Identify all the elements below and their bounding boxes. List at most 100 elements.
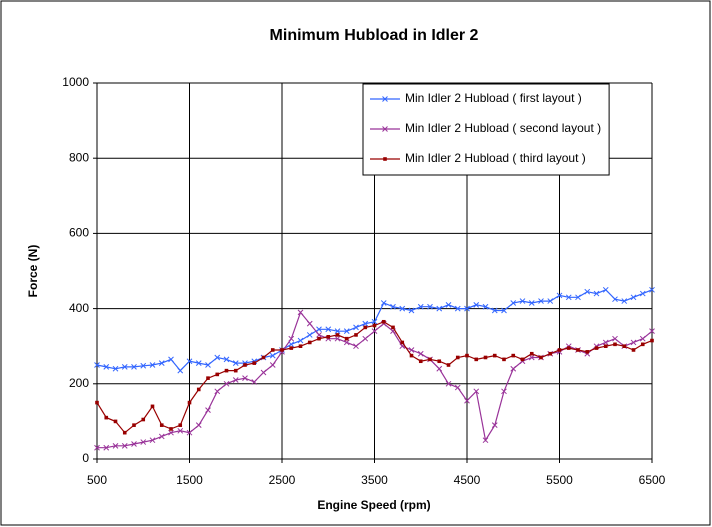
marker [223,356,230,363]
chart-title: Minimum Hubload in Idler 2 [270,27,479,44]
marker [178,423,183,427]
marker [502,357,506,362]
marker [214,354,221,361]
marker [445,380,452,387]
marker [288,335,295,342]
marker [649,286,655,293]
marker [380,300,387,306]
marker [269,352,276,359]
marker [383,157,387,161]
marker [639,290,646,297]
marker [436,365,443,372]
marker [195,360,202,366]
marker [613,342,617,347]
marker [112,365,119,372]
marker [622,344,627,348]
legend-box [362,83,610,176]
marker [575,294,581,301]
x-tick-label: 6500 [639,473,666,487]
marker [177,427,184,434]
marker [417,303,424,310]
marker [223,380,230,387]
marker [650,338,654,343]
marker [343,328,350,335]
marker [113,419,118,424]
marker [391,325,395,330]
marker [131,441,137,447]
marker [159,423,164,427]
legend-label: Min Idler 2 Hubload ( second layout ) [405,121,601,135]
marker [585,350,590,354]
marker [418,359,423,364]
marker [501,388,507,395]
marker [141,417,146,422]
y-tick-label: 200 [69,376,89,390]
marker [602,286,609,293]
marker [325,326,332,333]
marker [232,377,239,383]
marker [140,439,147,445]
marker [158,433,165,440]
marker [538,298,544,304]
marker [168,356,174,363]
marker [297,337,304,344]
marker [482,437,489,444]
marker [243,363,247,367]
marker [334,335,341,342]
marker [280,348,284,352]
marker [473,388,480,395]
marker [547,298,554,304]
marker [483,355,488,360]
marker [169,427,173,431]
marker [131,364,137,370]
legend-label: Min Idler 2 Hubload ( third layout ) [405,151,586,165]
marker [344,336,349,341]
marker [593,290,600,297]
marker [242,375,248,382]
marker [409,353,414,358]
marker [511,353,516,358]
legend-label: Min Idler 2 Hubload ( first layout ) [405,91,582,105]
marker [261,355,266,360]
marker [353,343,359,350]
marker [556,292,563,299]
marker [454,305,461,312]
marker [214,388,221,395]
y-tick-label: 1000 [62,75,89,89]
marker [306,320,313,327]
marker [122,430,127,435]
y-tick-label: 600 [69,226,89,240]
marker [251,379,258,385]
marker [362,335,369,342]
marker [612,335,618,342]
marker [196,387,201,392]
marker [437,359,442,364]
marker [104,415,109,420]
marker [501,307,507,314]
marker [639,335,646,342]
marker [474,357,479,362]
marker [150,404,155,409]
marker [206,376,210,380]
marker [334,328,341,335]
marker [121,364,128,370]
marker [316,332,322,338]
marker [289,346,294,350]
marker [298,344,303,348]
marker [464,305,470,312]
marker [539,355,543,360]
marker [224,368,229,373]
marker [491,307,498,314]
marker [140,362,147,369]
x-axis-title: Engine Speed (rpm) [317,498,430,512]
marker [168,429,174,436]
y-tick-label: 0 [82,451,89,465]
marker [630,294,637,301]
marker [335,333,340,337]
marker [436,305,443,312]
marker [566,346,571,350]
marker [372,323,377,328]
x-tick-label: 2500 [269,473,296,487]
marker [297,309,304,316]
marker [640,342,645,347]
